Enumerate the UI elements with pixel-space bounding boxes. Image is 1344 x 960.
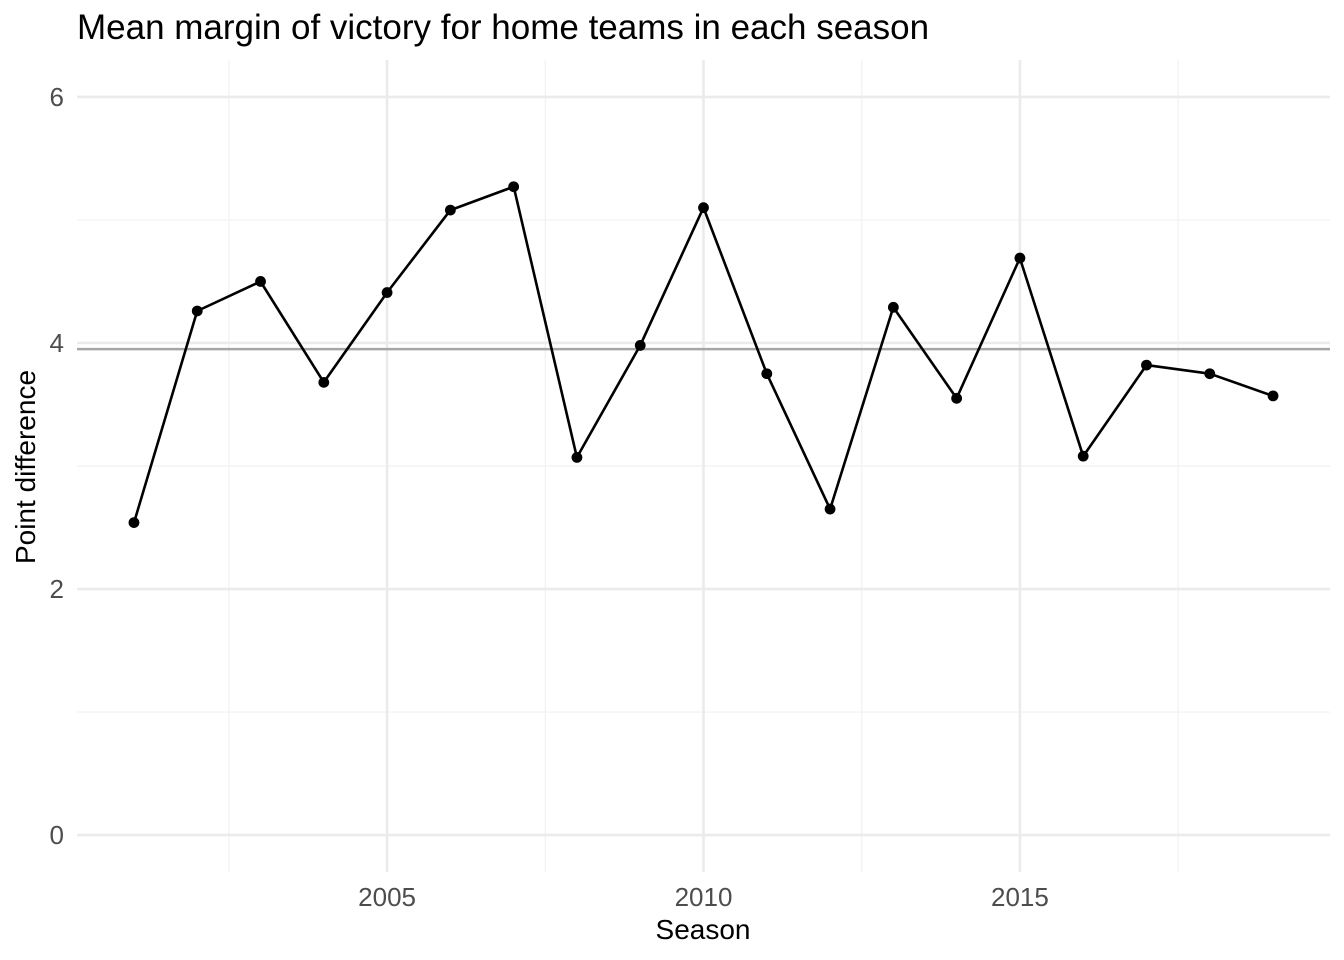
y-tick-label: 4 (50, 328, 64, 358)
data-point (571, 451, 583, 463)
data-point (381, 287, 393, 298)
x-tick-label: 2005 (358, 882, 416, 912)
data-point (887, 301, 899, 313)
major-gridlines (77, 60, 1330, 872)
data-point (634, 340, 646, 351)
x-tick-label: 2015 (991, 882, 1049, 912)
data-point (1077, 450, 1089, 462)
data-point (698, 202, 709, 214)
series-layer (128, 181, 1279, 528)
data-point (1014, 252, 1026, 264)
data-point (1204, 368, 1216, 380)
y-axis-label: Point difference (10, 370, 41, 564)
x-axis-label: Season (656, 914, 751, 945)
data-point (444, 204, 456, 216)
data-point (318, 376, 330, 388)
data-point (1141, 359, 1152, 371)
data-point (508, 181, 520, 193)
data-point (824, 503, 836, 515)
x-tick-label: 2010 (675, 882, 733, 912)
y-tick-label: 6 (50, 82, 64, 112)
data-point (128, 517, 140, 528)
data-point (761, 368, 773, 380)
data-point (1267, 390, 1279, 402)
y-tick-label: 2 (50, 574, 64, 604)
tick-labels: 2005 2010 2015 0 2 4 6 (50, 82, 1049, 912)
chart-title: Mean margin of victory for home teams in… (77, 8, 929, 47)
data-point (951, 392, 963, 404)
y-tick-label: 0 (50, 820, 64, 850)
data-point (255, 276, 266, 287)
data-point (191, 305, 203, 317)
